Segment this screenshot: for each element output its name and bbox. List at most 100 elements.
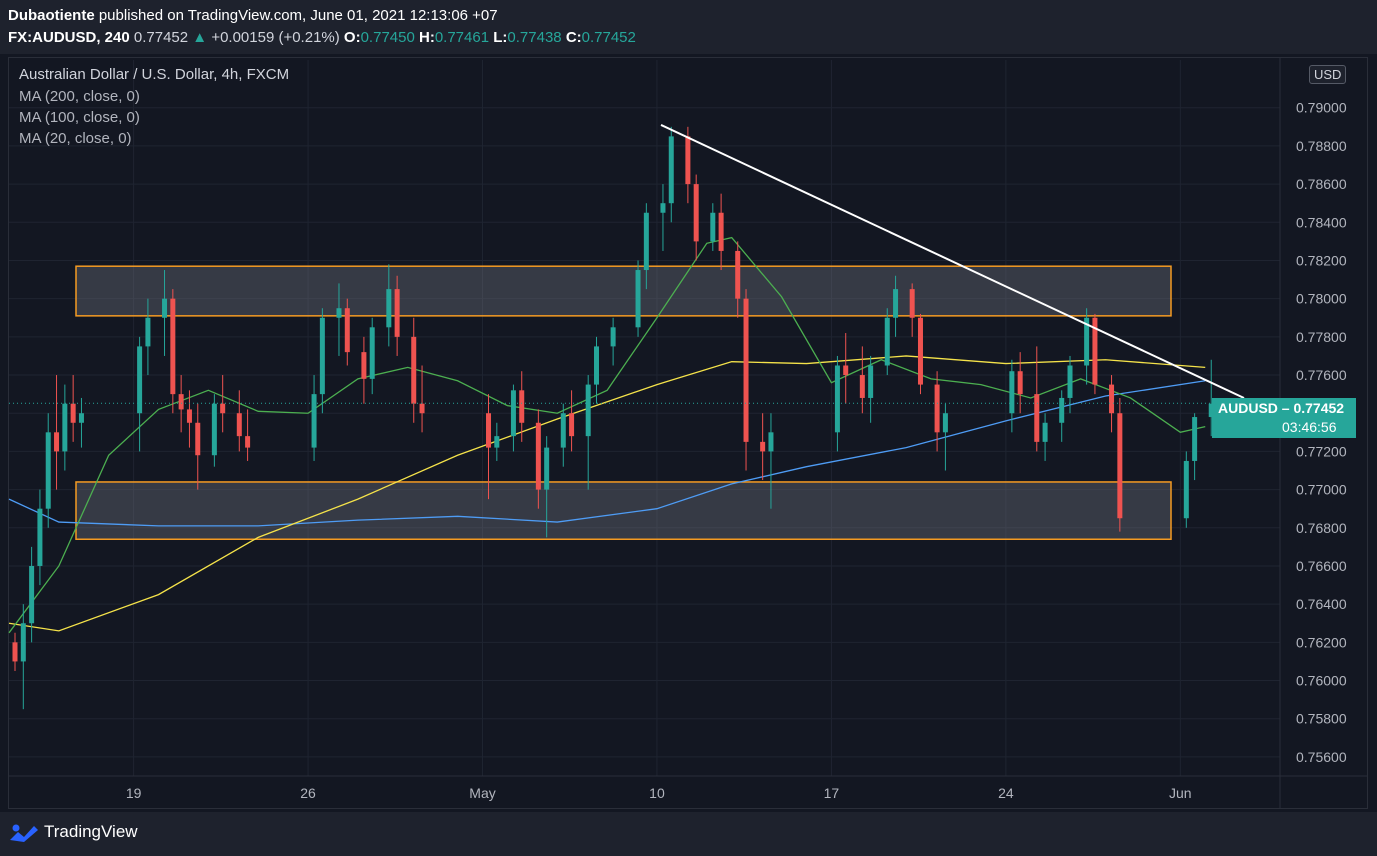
candle-body bbox=[942, 413, 948, 433]
candle-body bbox=[162, 298, 168, 318]
x-tick-label: 24 bbox=[998, 785, 1014, 801]
zones-layer bbox=[75, 265, 1172, 540]
ma200-line bbox=[8, 380, 1206, 527]
badge-countdown: 03:46:56 bbox=[1282, 419, 1337, 435]
open-value: 0.77450 bbox=[360, 29, 415, 46]
candle-body bbox=[344, 308, 350, 353]
price-change: +0.00159 (+0.21%) bbox=[211, 29, 340, 46]
candle-body bbox=[1109, 384, 1115, 414]
y-tick-label: 0.77200 bbox=[1296, 443, 1347, 459]
candle-body bbox=[668, 136, 674, 204]
x-tick-label: Jun bbox=[1169, 785, 1192, 801]
open-label: O: bbox=[343, 29, 361, 46]
badge-symbol: AUDUSD bbox=[1218, 400, 1278, 416]
candle-body bbox=[544, 447, 550, 490]
candle-body bbox=[186, 409, 192, 423]
candle-body bbox=[211, 403, 217, 456]
candle-body bbox=[735, 250, 741, 299]
candle-body bbox=[868, 365, 874, 398]
tradingview-logo[interactable]: TradingView bbox=[8, 822, 138, 842]
high-value: 0.77461 bbox=[434, 29, 490, 46]
last-price: 0.77452 bbox=[133, 29, 189, 46]
symbol-line: FX:AUDUSD, 240 0.77452 ▲ +0.00159 (+0.21… bbox=[8, 29, 636, 46]
candle-body bbox=[585, 384, 591, 437]
candle-body bbox=[29, 565, 35, 624]
header-bar bbox=[0, 0, 1377, 54]
candle-body bbox=[1034, 394, 1040, 442]
legend-ma20[interactable]: MA (20, close, 0) bbox=[19, 130, 132, 147]
candle-body bbox=[1059, 397, 1065, 423]
candle-body bbox=[685, 136, 691, 185]
candle-body bbox=[934, 384, 940, 433]
candle-body bbox=[245, 436, 251, 448]
x-tick-label: 26 bbox=[300, 785, 316, 801]
candle-body bbox=[718, 212, 724, 251]
candle-body bbox=[195, 422, 201, 456]
symbol-label[interactable]: FX:AUDUSD, 240 bbox=[8, 29, 130, 46]
up-arrow-icon: ▲ bbox=[192, 29, 208, 46]
chart-title[interactable]: Australian Dollar / U.S. Dollar, 4h, FXC… bbox=[19, 66, 290, 83]
author-name[interactable]: Dubaotiente bbox=[8, 7, 95, 24]
y-tick-label: 0.78600 bbox=[1296, 176, 1347, 192]
candle-body bbox=[768, 432, 774, 452]
candle-body bbox=[170, 298, 176, 395]
y-tick-label: 0.78000 bbox=[1296, 291, 1347, 307]
candle-body bbox=[45, 432, 51, 509]
y-tick-label: 0.76400 bbox=[1296, 596, 1347, 612]
candle-body bbox=[361, 352, 367, 379]
candle-body bbox=[145, 317, 151, 347]
candle-body bbox=[419, 403, 425, 414]
low-value: 0.77438 bbox=[507, 29, 562, 46]
price-zone bbox=[75, 481, 1172, 540]
y-tick-label: 0.77000 bbox=[1296, 482, 1347, 498]
time-axis: 19 26 May 10 17 24 Jun bbox=[9, 775, 1367, 801]
candle-body bbox=[569, 413, 575, 437]
close-label: C: bbox=[565, 29, 582, 46]
candle-body bbox=[843, 365, 849, 376]
badge-price: 0.77452 bbox=[1293, 400, 1345, 416]
candle-body bbox=[319, 317, 325, 395]
candle-body bbox=[760, 441, 766, 452]
legend-ma100[interactable]: MA (100, close, 0) bbox=[19, 109, 140, 126]
y-tick-label: 0.76600 bbox=[1296, 558, 1347, 574]
resistance-trendline bbox=[660, 124, 1245, 399]
candle-body bbox=[394, 289, 400, 337]
price-axis: 0.79000 0.78800 0.78600 0.78400 0.78200 0.780… bbox=[1279, 58, 1347, 808]
y-tick-label: 0.77600 bbox=[1296, 367, 1347, 383]
last-price-badge: AUDUSD – 0.77452 03:46:56 bbox=[1212, 398, 1356, 438]
candle-body bbox=[236, 413, 242, 437]
y-tick-label: 0.75600 bbox=[1296, 749, 1347, 765]
publish-line: Dubaotiente published on TradingView.com… bbox=[8, 7, 498, 24]
candle-body bbox=[1042, 422, 1048, 442]
price-zone bbox=[75, 265, 1172, 317]
grid-lines bbox=[9, 60, 1280, 776]
x-tick-label: 19 bbox=[126, 785, 142, 801]
candle-body bbox=[411, 336, 417, 404]
candle-body bbox=[1192, 417, 1198, 461]
candle-body bbox=[643, 212, 649, 271]
published-text: published on TradingView.com, June 01, 2… bbox=[98, 7, 498, 24]
candle-body bbox=[635, 270, 641, 328]
candle-body bbox=[54, 432, 60, 452]
candle-body bbox=[743, 298, 749, 442]
candle-body bbox=[37, 508, 43, 566]
candle-body bbox=[1183, 460, 1189, 519]
candle-body bbox=[1009, 371, 1015, 414]
candle-body bbox=[693, 184, 699, 242]
candle-body bbox=[560, 413, 566, 448]
moving-averages-layer bbox=[8, 236, 1206, 634]
currency-badge[interactable]: USD bbox=[1309, 65, 1347, 84]
candles-layer bbox=[12, 126, 1214, 710]
candle-body bbox=[893, 289, 899, 318]
candle-body bbox=[20, 623, 26, 662]
candle-body bbox=[62, 403, 68, 452]
badge-symbol-price: AUDUSD – 0.77452 bbox=[1218, 400, 1345, 416]
candle-body bbox=[1117, 413, 1123, 519]
candle-body bbox=[336, 308, 342, 318]
y-tick-label: 0.78400 bbox=[1296, 214, 1347, 230]
candle-body bbox=[369, 327, 375, 379]
footer-bar bbox=[0, 812, 1377, 856]
legend-ma200[interactable]: MA (200, close, 0) bbox=[19, 88, 140, 105]
x-tick-label: May bbox=[469, 785, 495, 801]
